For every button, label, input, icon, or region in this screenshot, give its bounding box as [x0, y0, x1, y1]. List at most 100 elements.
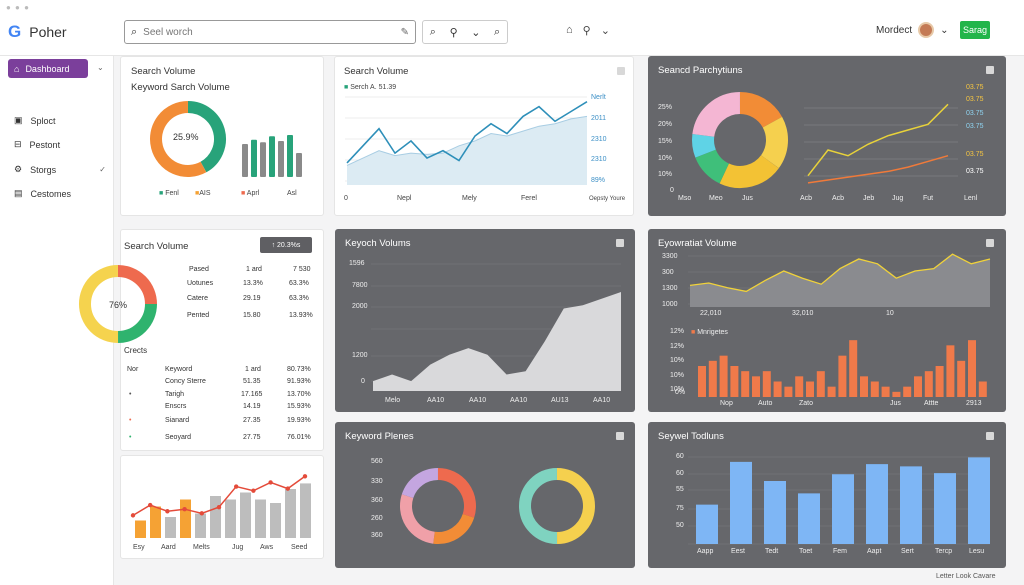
y-tick-label: 2310 [591, 136, 607, 143]
bar [752, 376, 760, 397]
x-tick-label: Nop [720, 400, 733, 407]
table-header: Pased [189, 266, 209, 273]
card-menu-icon[interactable] [616, 432, 624, 440]
x-tick-label: AA10 [469, 397, 487, 404]
data-point [199, 511, 204, 516]
x-tick-label: 32,010 [792, 310, 814, 317]
bar [240, 492, 251, 538]
search-tools: ⌕ ⚲ ⌄ ⌕ [422, 20, 508, 44]
sidebar-item-storgs[interactable]: ⚙ Storgs ✓ [14, 164, 106, 175]
data-point [216, 504, 222, 510]
lock-icon: ⊟ [14, 139, 22, 149]
search-icon: ⌕ [131, 25, 138, 38]
bar [741, 371, 750, 397]
y-tick-label: 12% [670, 343, 685, 350]
table-cell: Tarigh [165, 391, 185, 398]
user-menu[interactable]: Mordect ⌄ [876, 22, 949, 38]
y-tick-label: 2000 [352, 303, 368, 310]
chevron-down-icon[interactable]: ⌄ [940, 24, 949, 36]
data-point [148, 502, 153, 508]
x-tick-label: 0 [344, 195, 348, 202]
zoom-icon[interactable]: ⚲ [582, 25, 591, 37]
card-title: Search Volume [344, 66, 409, 77]
x-tick-label: Eest [731, 548, 746, 555]
bar [285, 489, 296, 538]
y-tick-label: 2310 [591, 156, 607, 163]
donut-label: 25.9% [173, 132, 199, 142]
axis-caption: Oepsty Youre [589, 196, 626, 202]
card-title: Search Volume [124, 241, 189, 252]
sidebar-item-sploct[interactable]: ▣ Sploct [14, 115, 106, 126]
chevron-down-icon[interactable]: ⌄ [97, 63, 104, 72]
bookmark-icon[interactable]: ⚲ [449, 26, 458, 39]
legend-item: ■ Fenl [159, 190, 179, 197]
table-cell: Sianard [165, 417, 190, 424]
data-point [234, 484, 239, 489]
x-tick-label: Nepl [397, 195, 412, 202]
x-tick-label: Aard [161, 544, 176, 551]
search-icon[interactable]: ⌕ [429, 25, 436, 38]
donut-segment [401, 468, 439, 499]
bar [762, 371, 771, 397]
bar [287, 135, 293, 177]
card-title: Keyoch Volums [345, 238, 411, 249]
x-tick-label: AA10 [510, 397, 528, 404]
table-cell: Catere [187, 295, 209, 302]
x-tick-label: 22,010 [700, 310, 722, 317]
bar [260, 142, 266, 177]
chevron-down-icon[interactable]: ⌄ [471, 26, 481, 39]
shirt-icon[interactable]: ⌂ [566, 24, 573, 36]
donut-segment [437, 468, 476, 518]
table-cell: 19.93% [287, 417, 311, 424]
card-eyowratiat-volume: Eyowratiat Volume 3300 300 1300 1000 22,… [648, 229, 1006, 412]
bar [881, 386, 890, 397]
bar [242, 144, 248, 177]
card-menu-icon[interactable] [616, 239, 624, 247]
y-tick-label: 1200 [352, 352, 368, 359]
app-logo[interactable]: G Poher [8, 22, 67, 42]
clear-icon[interactable]: ✎ [400, 26, 409, 38]
x-tick-label: Jug [892, 195, 904, 202]
card-menu-icon[interactable] [986, 432, 994, 440]
card-title: Keyword Plenes [345, 431, 414, 442]
sidebar-item-pestont[interactable]: ⊟ Pestont [14, 139, 106, 150]
search-input[interactable] [143, 26, 395, 38]
x-tick-label: Jus [890, 400, 901, 407]
bar [900, 466, 922, 544]
sidebar: ⌂ Dashboard ⌄ ▣ Sploct ⊟ Pestont ⚙ Storg… [0, 56, 114, 585]
change-button[interactable]: ↑ 20.3%s [260, 237, 312, 253]
search-icon[interactable]: ⌕ [494, 25, 501, 38]
x-tick-label: Sert [901, 548, 914, 555]
y-tick-label: 20% [658, 121, 673, 128]
chevron-down-icon[interactable]: ⌄ [600, 25, 610, 37]
y-tick-label: 7800 [352, 282, 368, 289]
card-title: Search Volume [131, 66, 196, 77]
sidebar-item-dashboard[interactable]: ⌂ Dashboard [8, 59, 88, 78]
bar [816, 371, 825, 397]
bar [827, 386, 836, 397]
area-chart [371, 263, 621, 391]
card-menu-icon[interactable] [986, 239, 994, 247]
sidebar-item-label: Dashboard [25, 63, 70, 74]
top-bar: ● ● ● G Poher ⌕ ✎ ⌕ ⚲ ⌄ ⌕ ⌂ ⚲ ⌄ Mordect … [0, 0, 1024, 56]
table-cell: Seoyard [165, 434, 192, 441]
bar [934, 473, 956, 544]
window-dots: ● ● ● [6, 3, 30, 12]
y-tick-label: 0 [361, 378, 365, 385]
card-menu-icon[interactable] [617, 67, 625, 75]
bar-chart [688, 456, 990, 545]
x-tick-label: 10 [886, 310, 894, 317]
search-bar[interactable]: ⌕ ✎ [124, 20, 416, 44]
x-tick-label: Attte [924, 400, 939, 407]
legend-item: ■ Mnrigetes [691, 329, 728, 336]
card-menu-icon[interactable] [986, 66, 994, 74]
donut-chart [150, 101, 302, 177]
legend-item: Asl [287, 190, 297, 197]
bar [832, 474, 854, 544]
primary-button[interactable]: Sarag [960, 21, 990, 39]
card-search-volume: Search Volume Keyword Sarch Volume 25.9%… [120, 56, 324, 216]
avatar[interactable] [918, 22, 935, 38]
area-series-line [689, 253, 991, 293]
ring-charts [400, 468, 596, 544]
sidebar-item-cestomes[interactable]: ▤ Cestomes [14, 188, 106, 199]
